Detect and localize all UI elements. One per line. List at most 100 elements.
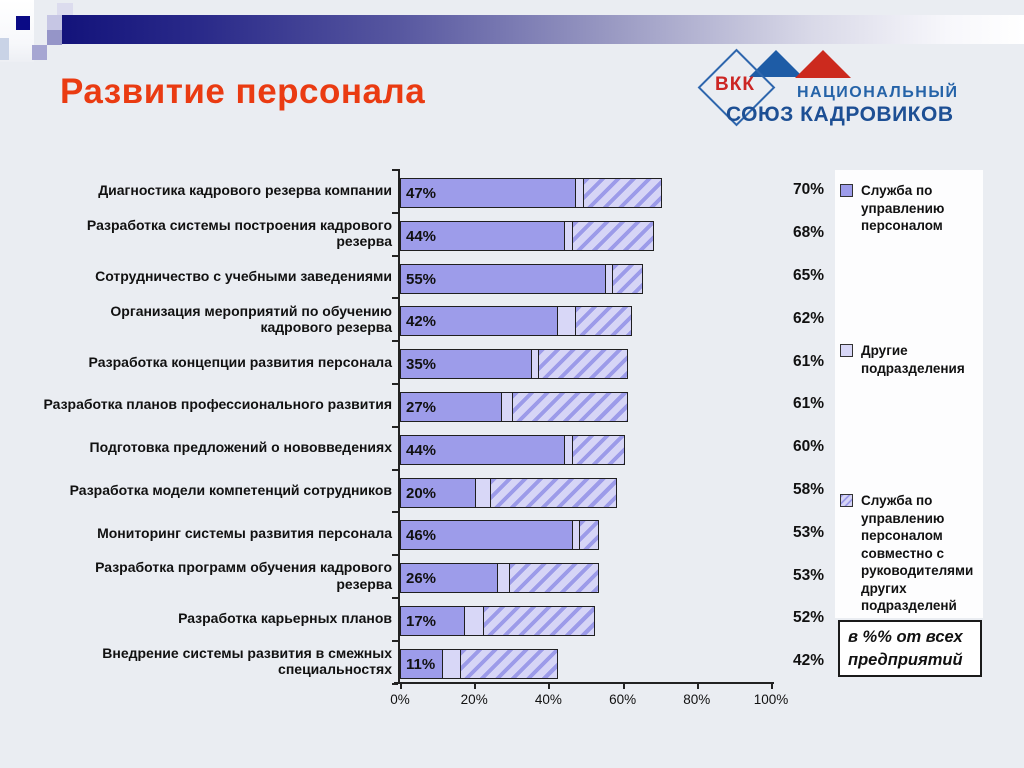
bar-row: 46% <box>400 520 599 551</box>
y-axis-tick <box>392 169 398 171</box>
banner-square-lilac <box>32 45 47 60</box>
bar-segment-3 <box>575 307 631 336</box>
bar-segment-1 <box>401 179 576 207</box>
legend-label: Служба по управлению персоналом <box>861 183 945 234</box>
bar-row: 44% <box>400 220 655 251</box>
bar-segment-3 <box>490 478 617 507</box>
bar-segment-2 <box>564 435 572 464</box>
y-axis-tick <box>392 468 398 471</box>
bar-segment-2 <box>575 179 583 207</box>
legend-item-joint: Служба по управлению персоналом совместн… <box>840 492 980 615</box>
bar-segment-3 <box>579 521 598 550</box>
category-label: Мониторинг системы развития персонала <box>97 524 392 541</box>
total-label: 61% <box>792 395 824 413</box>
legend-swatch-solid-icon <box>840 184 853 197</box>
category-label: Разработка концепции развития персонала <box>88 353 392 370</box>
banner-edge-square <box>0 38 9 60</box>
total-label: 53% <box>792 523 824 541</box>
bar-value-label: 46% <box>406 527 437 545</box>
bar-segment-2 <box>571 521 580 550</box>
bar-segment-1 <box>401 350 531 379</box>
bar-row: 27% <box>400 392 629 422</box>
bar-segment-2 <box>441 649 461 678</box>
bar-segment-1 <box>401 478 476 507</box>
y-axis-tick <box>392 425 398 428</box>
bar-segment-3 <box>571 435 624 464</box>
x-axis-tick <box>771 684 773 689</box>
logo-red-triangle-icon <box>795 50 851 78</box>
bar-row: 55% <box>400 263 644 294</box>
bar-segment-1 <box>401 264 606 293</box>
bar-value-label: 17% <box>406 613 437 630</box>
legend-label: Другие подразделения <box>861 343 965 376</box>
chart-legend: Служба по управлению персоналом Другие п… <box>835 170 983 618</box>
bar-segment-1 <box>401 649 442 678</box>
total-label: 61% <box>792 352 824 370</box>
y-axis-tick <box>392 639 398 642</box>
bar-value-label: 42% <box>406 313 437 331</box>
total-label: 58% <box>792 480 824 498</box>
bar-segment-1 <box>401 307 557 336</box>
bar-segment-3 <box>571 221 654 250</box>
x-axis-tick-label: 0% <box>390 692 410 707</box>
category-label: Подготовка предложений о нововведениях <box>89 439 392 456</box>
bar-segment-2 <box>475 478 491 507</box>
total-label: 62% <box>792 309 824 327</box>
bar-segment-2 <box>564 221 572 250</box>
bar-row: 44% <box>400 434 625 465</box>
slide-title: Развитие персонала <box>60 72 426 111</box>
legend-swatch-hatched-icon <box>840 494 853 507</box>
bar-segment-3 <box>612 264 643 293</box>
bar-segment-2 <box>530 350 539 379</box>
x-axis-tick <box>696 684 699 689</box>
bar-value-label: 27% <box>406 399 437 416</box>
bar-segment-1 <box>401 564 498 593</box>
category-label: Разработка системы построения кадрового … <box>86 217 392 250</box>
legend-item-other-divisions: Другие подразделения <box>840 342 980 377</box>
category-label: Разработка карьерных планов <box>178 610 392 627</box>
category-label: Разработка планов профессионального разв… <box>43 396 392 413</box>
bar-segment-3 <box>538 350 628 379</box>
category-label: Организация мероприятий по обучению кадр… <box>110 302 392 335</box>
y-axis-tick <box>392 211 398 214</box>
banner-square-light-2 <box>47 15 62 30</box>
y-axis-tick <box>392 254 398 257</box>
total-label: 42% <box>792 652 824 670</box>
chart-x-axis <box>394 682 774 684</box>
x-axis-tick-label: 20% <box>460 692 488 707</box>
bar-value-label: 47% <box>406 185 437 202</box>
banner-gradient-bar <box>62 15 1024 44</box>
x-axis-tick <box>400 684 402 689</box>
bar-segment-1 <box>401 393 502 421</box>
x-axis-tick <box>622 684 625 689</box>
y-axis-tick <box>392 554 398 557</box>
bar-segment-3 <box>508 564 598 593</box>
bar-segment-3 <box>460 649 557 678</box>
y-axis-tick <box>392 383 398 385</box>
legend-label: Служба по управлению персоналом совместн… <box>861 493 974 614</box>
x-axis-tick-label: 40% <box>534 692 562 707</box>
bar-row: 17% <box>400 606 595 636</box>
x-axis-tick <box>474 684 477 689</box>
bar-value-label: 44% <box>406 441 437 459</box>
bar-segment-2 <box>464 607 483 635</box>
x-axis-tick <box>548 684 551 689</box>
bar-row: 26% <box>400 563 599 594</box>
bar-value-label: 11% <box>406 655 436 673</box>
banner-square-light-1 <box>57 3 73 15</box>
legend-item-hr-service: Служба по управлению персоналом <box>840 182 980 235</box>
category-label: Диагностика кадрового резерва компании <box>98 182 392 199</box>
bar-value-label: 55% <box>406 270 437 288</box>
bar-value-label: 26% <box>406 570 437 588</box>
total-label: 65% <box>792 266 824 284</box>
y-axis-tick <box>392 297 398 300</box>
y-axis-tick <box>392 682 398 685</box>
total-label: 70% <box>792 181 824 199</box>
bar-row: 47% <box>400 178 662 208</box>
chart-y-axis <box>398 169 400 683</box>
total-label: 53% <box>792 566 824 584</box>
bar-segment-3 <box>482 607 594 635</box>
bar-segment-2 <box>556 307 576 336</box>
bar-row: 42% <box>400 306 633 337</box>
y-axis-tick <box>392 340 398 343</box>
